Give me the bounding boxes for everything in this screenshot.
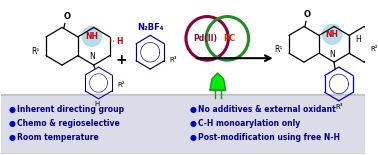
Text: ●: ●: [8, 119, 15, 128]
Text: N: N: [89, 52, 95, 61]
Text: NH: NH: [85, 32, 98, 41]
Text: No additives & external oxidant: No additives & external oxidant: [198, 105, 336, 114]
Text: R²: R²: [118, 82, 125, 88]
Text: PC: PC: [223, 34, 235, 43]
Text: Inherent directing group: Inherent directing group: [17, 105, 124, 114]
Text: Post-modification using free N-H: Post-modification using free N-H: [198, 133, 341, 142]
Text: Chemo & regioselective: Chemo & regioselective: [17, 119, 120, 128]
Text: R¹: R¹: [31, 47, 40, 56]
Circle shape: [82, 27, 101, 46]
FancyBboxPatch shape: [0, 95, 366, 154]
Text: R³: R³: [335, 104, 342, 110]
Text: NH: NH: [326, 30, 339, 39]
Text: H: H: [94, 101, 99, 107]
Text: ●: ●: [190, 105, 197, 114]
Text: Pd(II): Pd(II): [193, 34, 217, 43]
Circle shape: [322, 24, 342, 44]
Text: N₂BF₄: N₂BF₄: [137, 23, 163, 32]
Text: C-H monoarylation only: C-H monoarylation only: [198, 119, 301, 128]
Text: ●: ●: [190, 133, 197, 142]
Text: O: O: [304, 10, 310, 19]
Text: O: O: [64, 12, 70, 21]
Text: ●: ●: [8, 105, 15, 114]
Text: Room temperature: Room temperature: [17, 133, 99, 142]
Text: R²: R²: [371, 46, 378, 52]
Text: R¹: R¹: [274, 45, 283, 54]
Text: ●: ●: [190, 119, 197, 128]
Text: N: N: [329, 50, 335, 59]
Text: H: H: [355, 35, 361, 44]
Text: +: +: [115, 53, 127, 67]
Text: H: H: [116, 37, 122, 46]
Text: R³: R³: [169, 57, 177, 63]
Polygon shape: [210, 73, 225, 90]
Text: ●: ●: [8, 133, 15, 142]
